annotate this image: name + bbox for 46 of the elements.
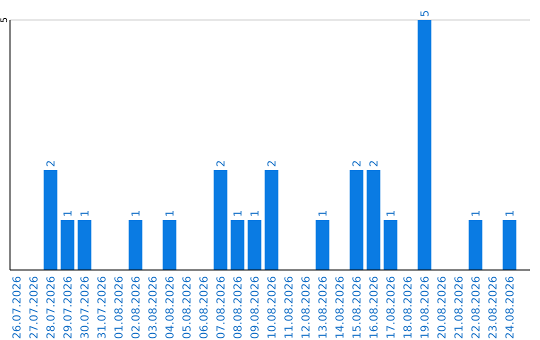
x-tick-label: 15.08.2026 <box>350 276 364 339</box>
data-label: 2 <box>266 160 278 167</box>
data-label: 1 <box>130 210 142 217</box>
x-tick-label: 07.08.2026 <box>214 276 228 339</box>
x-tick-label: 03.08.2026 <box>146 276 160 339</box>
x-tick-label: 05.08.2026 <box>180 276 194 339</box>
data-label: 1 <box>62 210 74 217</box>
x-tick-label: 08.08.2026 <box>232 276 244 339</box>
x-tick-label: 28.07.2026 <box>44 276 58 339</box>
x-tick-label: 04.08.2026 <box>164 276 176 339</box>
x-tick-label: 22.08.2026 <box>470 276 482 339</box>
x-tick-label: 31.07.2026 <box>96 276 108 339</box>
x-tick-label: 18.08.2026 <box>402 276 414 339</box>
x-tick-label: 02.08.2026 <box>130 276 142 339</box>
data-label: 2 <box>214 160 228 167</box>
x-tick-label: 06.08.2026 <box>198 276 210 339</box>
x-tick-label: 11.08.2026 <box>282 276 296 339</box>
x-tick-label: 24.08.2026 <box>504 276 516 339</box>
data-label: 1 <box>232 210 244 217</box>
data-label: 1 <box>164 210 176 217</box>
x-tick-label: 01.08.2026 <box>112 276 126 339</box>
data-label: 2 <box>350 160 364 167</box>
x-tick-label: 13.08.2026 <box>316 276 330 339</box>
data-label: 1 <box>316 210 330 217</box>
data-label: 1 <box>384 210 398 217</box>
data-label: 1 <box>470 210 482 217</box>
data-label: 1 <box>78 210 92 217</box>
data-label: 1 <box>248 210 262 217</box>
x-tick-label: 14.08.2026 <box>334 276 346 339</box>
x-tick-label: 30.07.2026 <box>78 276 92 339</box>
data-label: 1 <box>504 210 516 217</box>
data-label: 2 <box>44 160 58 167</box>
x-tick-label: 17.08.2026 <box>384 276 398 339</box>
x-tick-label: 26.07.2026 <box>10 276 24 339</box>
x-tick-label: 21.08.2026 <box>452 276 466 339</box>
x-tick-label: 29.07.2026 <box>62 276 74 339</box>
x-tick-label: 20.08.2026 <box>436 276 448 339</box>
x-tick-label: 12.08.2026 <box>300 276 312 339</box>
x-tick-label: 19.08.2026 <box>418 276 432 339</box>
x-tick-label: 27.07.2026 <box>28 276 40 339</box>
data-label: 5 <box>418 10 432 17</box>
x-tick-label: 23.08.2026 <box>486 276 500 339</box>
data-label: 2 <box>368 160 380 167</box>
x-tick-label: 09.08.2026 <box>248 276 262 339</box>
x-tick-label: 10.08.2026 <box>266 276 278 339</box>
x-tick-label: 16.08.2026 <box>368 276 380 339</box>
